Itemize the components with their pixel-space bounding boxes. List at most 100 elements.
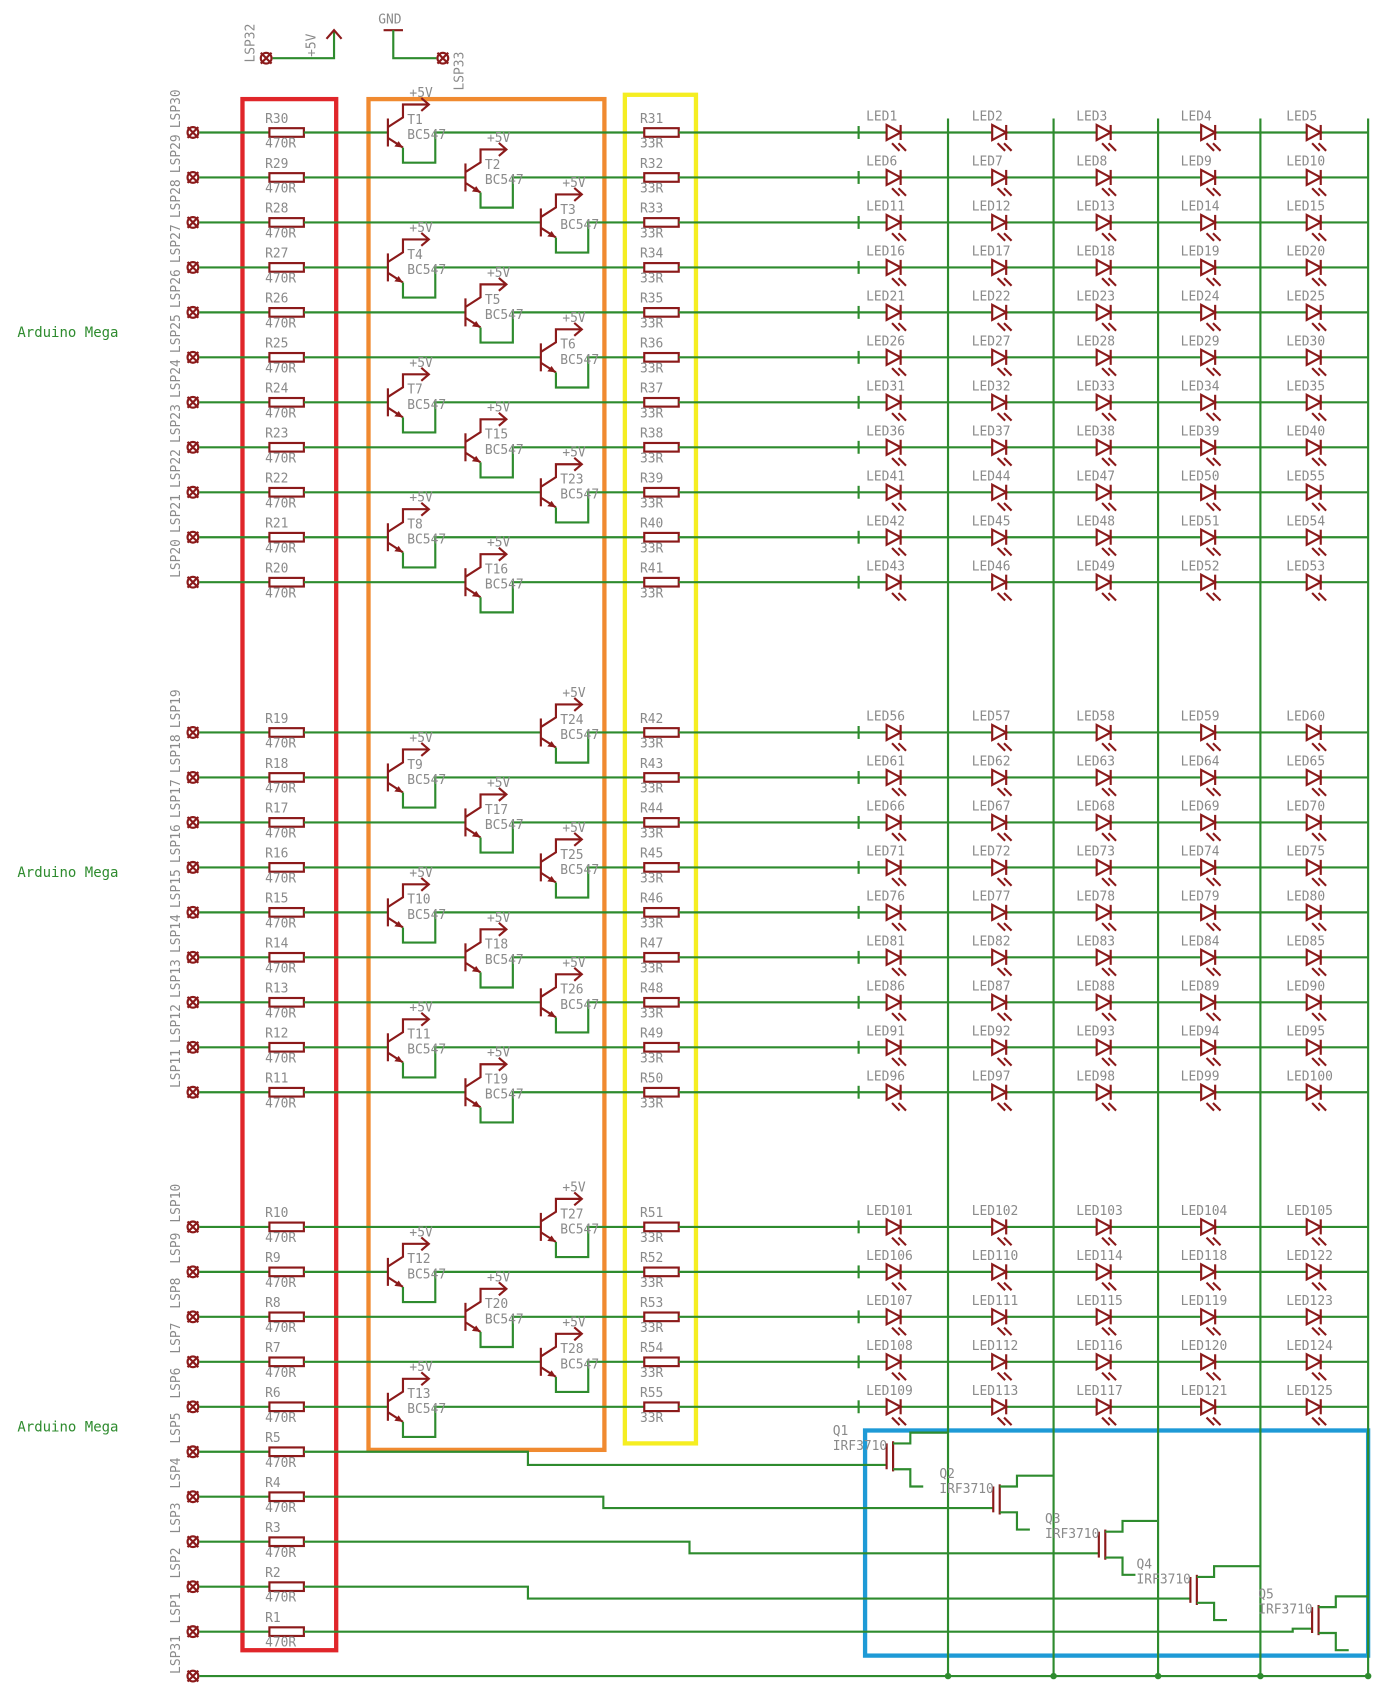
resistor-name: R25	[265, 337, 288, 352]
led	[885, 303, 903, 322]
led-ray	[1311, 1236, 1321, 1246]
led-ray	[1311, 547, 1321, 557]
resistor	[268, 1266, 305, 1278]
resistor-value: 470R	[265, 1411, 296, 1426]
transistor-type: BC547	[407, 533, 446, 548]
resistor-name: R36	[640, 337, 663, 352]
resistor	[268, 1356, 305, 1368]
pin-label: LSP27	[169, 224, 184, 263]
resistor	[643, 441, 680, 453]
led-label: LED124	[1286, 1339, 1333, 1354]
wire	[303, 1627, 1313, 1633]
led	[1305, 858, 1323, 877]
led-ray	[891, 1057, 901, 1067]
supply-arrow	[498, 1056, 509, 1072]
transistor-name: T3	[560, 203, 576, 218]
led	[885, 1037, 903, 1057]
junction-dot	[1257, 1672, 1264, 1680]
resistor	[643, 1221, 680, 1233]
wire	[479, 446, 645, 479]
transistor-name: T10	[407, 893, 430, 908]
led-ray	[1317, 412, 1327, 422]
led-ray	[1317, 592, 1327, 602]
led-ray	[996, 142, 1006, 152]
led-ray	[891, 547, 901, 557]
highlight-orange	[366, 96, 607, 1453]
led-ray	[1101, 1326, 1111, 1336]
resistor-value: 470R	[265, 826, 296, 841]
led	[991, 482, 1009, 502]
transistor-type: BC547	[407, 128, 446, 143]
led	[1305, 1352, 1323, 1372]
led-ray	[1205, 877, 1215, 887]
supply-label: +5V	[487, 1046, 511, 1061]
led-label: LED91	[866, 1024, 905, 1039]
pin-label: LSP26	[169, 269, 184, 308]
led	[991, 1082, 1009, 1102]
resistor	[643, 817, 680, 828]
wire	[401, 776, 645, 809]
led	[1200, 1307, 1218, 1327]
transistor-name: T7	[407, 383, 423, 398]
led-label: LED45	[972, 514, 1011, 529]
led-label: LED29	[1181, 335, 1220, 350]
led-ray	[1205, 1236, 1215, 1246]
pin-mark	[186, 1355, 200, 1368]
led-label: LED55	[1286, 469, 1325, 484]
led-ray	[1317, 742, 1327, 752]
led-label: LED75	[1286, 845, 1325, 860]
resistor	[643, 772, 680, 783]
resistor-name: R33	[640, 202, 663, 217]
led-ray	[1107, 547, 1117, 557]
highlight-yellow	[622, 92, 699, 1446]
led-label: LED34	[1181, 379, 1220, 394]
supply-arrow	[498, 142, 509, 157]
led-label: LED88	[1076, 979, 1115, 994]
led-label: LED16	[866, 245, 905, 260]
emitter-arrow	[547, 741, 556, 748]
led-ray	[996, 1416, 1006, 1426]
led-ray	[891, 142, 901, 152]
resistor-value: 33R	[640, 586, 664, 601]
led-label: LED37	[972, 424, 1011, 439]
transistor-collector	[387, 1018, 429, 1043]
resistor	[268, 772, 305, 783]
pin-mark	[186, 726, 200, 739]
led-ray	[1101, 742, 1111, 752]
transistor-name: T28	[560, 1342, 583, 1357]
resistor-value: 470R	[265, 227, 296, 242]
resistor	[268, 1041, 305, 1053]
led-ray	[1212, 277, 1222, 287]
led-label: LED53	[1286, 559, 1325, 574]
resistor-value: 470R	[265, 1321, 296, 1336]
transistor-type: BC547	[560, 728, 599, 743]
led-ray	[1212, 322, 1222, 332]
led-ray	[1311, 457, 1321, 467]
led-ray	[1107, 1236, 1117, 1246]
supply-label: +5V	[409, 221, 433, 236]
led-ray	[1212, 967, 1222, 977]
resistor	[268, 906, 305, 918]
emitter-arrow	[471, 965, 481, 973]
led-ray	[1003, 367, 1013, 377]
led-ray	[996, 787, 1006, 797]
resistor-name: R19	[265, 712, 288, 727]
led-label: LED78	[1076, 890, 1115, 905]
transistor-collector	[387, 103, 429, 129]
mosfet-type: IRF3710	[1137, 1572, 1191, 1587]
resistor-name: R29	[265, 157, 288, 172]
led-ray	[1212, 592, 1222, 602]
supply-label: +5V	[305, 33, 320, 57]
resistor-name: R38	[640, 427, 663, 442]
led	[991, 348, 1009, 367]
led-ray	[1107, 1012, 1117, 1022]
pin-label: LSP5	[169, 1413, 184, 1444]
transistor-collector	[540, 328, 582, 353]
led-label: LED80	[1286, 890, 1325, 905]
wire	[893, 1431, 949, 1445]
led-ray	[1311, 967, 1321, 977]
led-ray	[1212, 1281, 1222, 1291]
led	[885, 392, 903, 412]
transistor-name: T25	[560, 848, 583, 863]
